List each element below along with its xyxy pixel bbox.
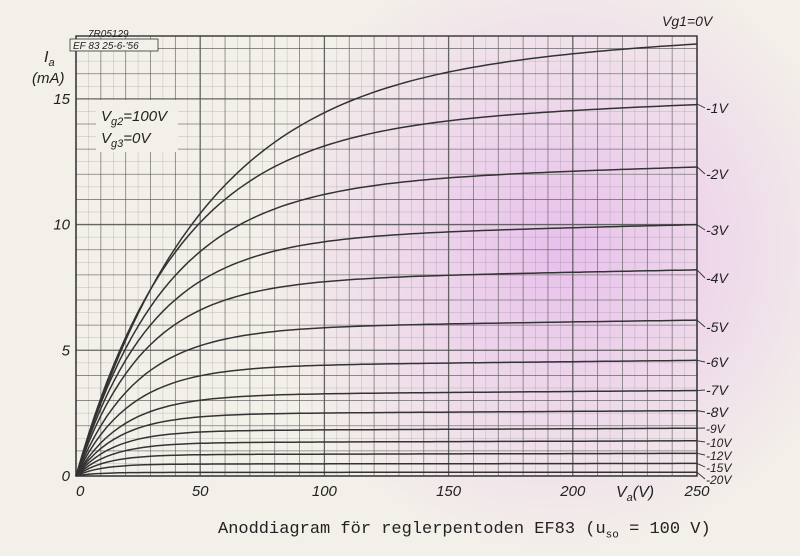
curve-label: -15V <box>706 461 732 475</box>
curve-4v <box>75 269 698 477</box>
curve-label-leader <box>696 471 706 480</box>
tube-date: EF 83 25-6-'56 <box>73 41 139 52</box>
condition-g3: Vg3=0V <box>101 130 152 150</box>
curve-label: -7V <box>706 382 729 398</box>
curve-label: -3V <box>706 222 729 238</box>
curve-2v <box>75 166 698 477</box>
curve-15v <box>75 462 697 477</box>
curve-20v <box>75 471 697 477</box>
curve-3v <box>75 223 698 477</box>
y-axis-label: Ia <box>44 49 55 69</box>
curve-label-vg1-0v: Vg1=0V <box>662 13 714 29</box>
curve-label: -9V <box>706 422 726 436</box>
x-tick-label: 0 <box>76 483 85 500</box>
curve-group <box>75 43 698 477</box>
curve-label-leader <box>696 103 706 109</box>
x-axis-label: Va(V) <box>616 484 654 504</box>
curve-label: -1V <box>706 100 729 116</box>
curve-label-leader <box>696 166 706 175</box>
curve-12v <box>75 452 697 477</box>
curve-label: -10V <box>706 436 732 450</box>
header-box <box>69 38 159 52</box>
x-tick-label: 150 <box>436 483 462 500</box>
x-tick-label: 50 <box>192 483 209 500</box>
curve-label: -20V <box>706 473 732 487</box>
curve-label-leader <box>696 440 706 443</box>
x-tick-labels: 0 50 100 150 200 250 <box>76 483 710 500</box>
curve-label: -12V <box>706 449 732 463</box>
curve-label-leader <box>696 463 706 468</box>
y-tick-label: 0 <box>62 468 71 485</box>
curve-label-leader <box>696 452 706 456</box>
plot-frame <box>75 35 698 477</box>
conditions-box <box>96 100 178 152</box>
y-tick-labels: 0 5 10 15 <box>53 91 70 485</box>
curve-label-leader <box>696 269 706 279</box>
x-tick-label: 250 <box>683 483 710 500</box>
curve-label: -6V <box>706 354 729 370</box>
curve-label-leader <box>696 224 706 231</box>
major-grid <box>75 35 698 477</box>
curve-label-leader <box>696 319 706 328</box>
curve-7v <box>75 389 698 477</box>
curve-label: -4V <box>706 270 729 286</box>
curve-label-leader <box>696 389 706 391</box>
curve-label-leader <box>696 410 706 413</box>
y-axis-unit: (mA) <box>32 70 65 87</box>
y-tick-label: 5 <box>62 342 71 359</box>
y-tick-label: 10 <box>53 217 70 234</box>
curve-label: -8V <box>706 404 729 420</box>
curve-label: -2V <box>706 166 729 182</box>
y-tick-label: 15 <box>53 91 70 108</box>
condition-g2: Vg2=100V <box>101 108 169 128</box>
curve-9v <box>75 427 698 477</box>
chart-caption: Anoddiagram för reglerpentoden EF83 (uso… <box>218 520 711 542</box>
curve-label-group: Vg1=0V -1V -2V -3V -4V -5V -6V -7V -8V -9V-10V-12… <box>662 13 732 487</box>
x-tick-label: 200 <box>559 483 586 500</box>
curve-6v <box>75 359 698 477</box>
x-tick-label: 100 <box>312 483 338 500</box>
curve-label-leader <box>696 359 706 363</box>
ref-number: 7R05129 <box>88 29 129 40</box>
curve-1v <box>75 103 698 477</box>
curve-vg10v <box>75 43 698 477</box>
curve-label: -5V <box>706 319 729 335</box>
curve-10v <box>75 440 697 477</box>
curve-8v <box>75 409 698 477</box>
curve-5v <box>75 319 698 477</box>
